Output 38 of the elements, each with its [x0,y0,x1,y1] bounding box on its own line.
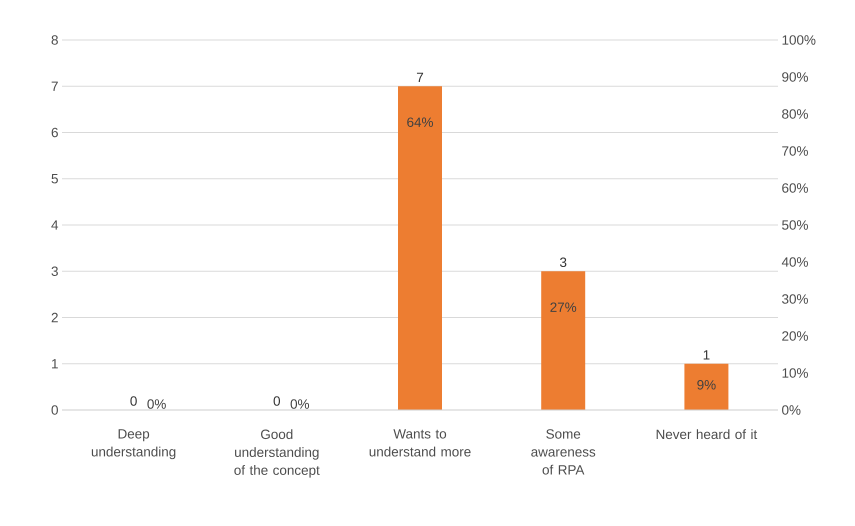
y-tick-label: 6 [52,128,58,138]
y2-tick-label: 90% [782,72,808,82]
y2-tick-label: 100% [782,35,816,45]
annotation: 0% [147,399,166,409]
x-tick-label: Never heard of it [656,429,758,440]
y2-tick-label: 60% [782,183,808,193]
x-tick-label: Good understanding of the concept [234,429,320,478]
data-label: 0 [130,396,137,406]
data-label: 3 [560,258,566,268]
data-label: 0 [274,396,280,406]
y-tick-label: 4 [51,220,58,230]
x-tick-label: Deep understanding [92,429,176,460]
y-tick-label: 3 [52,266,58,276]
y-tick-label: 1 [52,359,58,368]
bar [541,271,586,410]
x-tick-label: Some awareness of RPA [531,429,596,475]
y2-tick-label: 30% [782,294,808,304]
annotation: 0% [290,399,310,409]
y2-tick-label: 70% [782,146,808,156]
y2-tick-label: 0% [782,405,800,415]
annotation: 27% [550,302,576,312]
y-tick-label: 5 [52,174,58,184]
x-tick-label: Wants to understand more [370,429,471,457]
y-tick-label: 8 [52,35,58,45]
bar [684,364,728,410]
y-tick-label: 7 [52,82,58,91]
annotation: 9% [697,380,716,390]
y-tick-label: 2 [52,312,58,322]
data-label: 1 [704,350,710,360]
y2-tick-label: 50% [782,220,808,230]
annotation: 64% [407,117,433,127]
y2-tick-label: 10% [782,368,808,378]
y2-tick-label: 40% [782,257,808,267]
y2-tick-label: 20% [782,331,808,341]
data-label: 7 [416,72,424,82]
y-tick-label: 0 [52,405,58,415]
y2-tick-label: 80% [782,109,808,119]
bar [398,86,442,410]
